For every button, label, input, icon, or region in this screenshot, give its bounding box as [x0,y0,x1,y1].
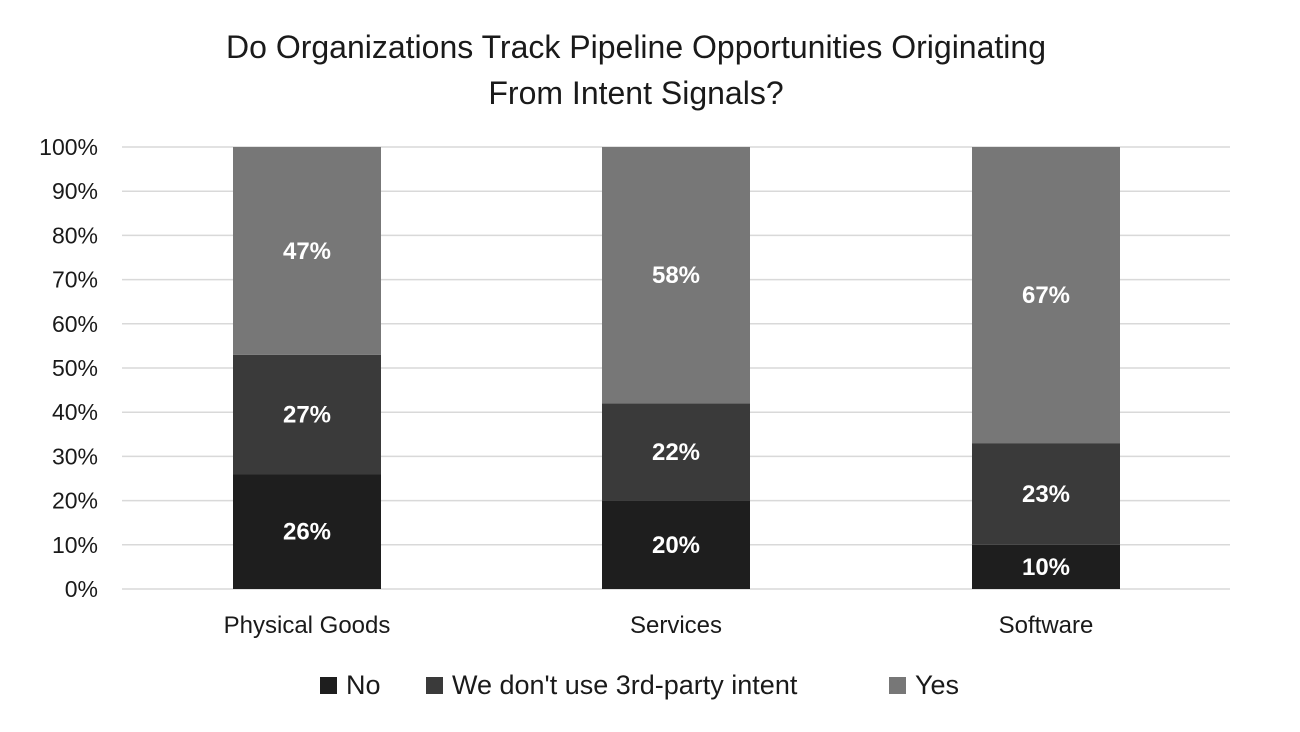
x-category-label: Services [630,612,722,639]
x-axis-category-labels: Physical Goods Services Software [224,612,1094,639]
y-tick-label: 80% [52,222,98,248]
bar-segment [972,147,1120,444]
data-label: 58% [652,262,700,289]
data-label: 47% [283,238,331,265]
legend-label: We don't use 3rd-party intent [452,670,798,700]
legend-label: No [346,670,381,700]
legend-swatch [320,677,337,694]
y-tick-label: 90% [52,178,98,204]
chart-title-line-2: From Intent Signals? [488,75,783,111]
legend-swatch [426,677,443,694]
bar-segment [972,443,1120,545]
bars [233,147,1120,589]
chart-title-group: Do Organizations Track Pipeline Opportun… [226,29,1046,111]
data-label: 10% [1022,554,1070,581]
data-labels: 26% 27% 47% 20% 22% 58% 10% 23% 67% [283,238,1070,581]
bar-segment [233,354,381,475]
bar-segment [602,147,750,404]
x-category-label: Software [999,612,1094,639]
data-label: 23% [1022,481,1070,508]
y-tick-label: 40% [52,399,98,425]
y-tick-label: 0% [65,576,98,602]
legend-swatch [889,677,906,694]
bar-segment [602,500,750,589]
legend: No We don't use 3rd-party intent Yes [320,670,959,700]
y-tick-label: 10% [52,532,98,558]
data-label: 26% [283,519,331,546]
bar-segment [233,147,381,355]
y-tick-label: 50% [52,355,98,381]
data-label: 27% [283,401,331,428]
bar-segment [972,544,1120,589]
data-label: 20% [652,532,700,559]
y-tick-label: 60% [52,311,98,337]
y-tick-label: 30% [52,443,98,469]
data-label: 67% [1022,282,1070,309]
y-tick-label: 70% [52,267,98,293]
data-label: 22% [652,439,700,466]
bar-segment [602,403,750,501]
y-tick-label: 100% [39,134,98,160]
y-axis-tick-labels: 0% 10% 20% 30% 40% 50% 60% 70% 80% 90% 100% [39,134,98,602]
y-tick-label: 20% [52,488,98,514]
x-category-label: Physical Goods [224,612,391,639]
legend-label: Yes [915,670,959,700]
bar-segment [233,474,381,589]
chart-title-line-1: Do Organizations Track Pipeline Opportun… [226,29,1046,65]
